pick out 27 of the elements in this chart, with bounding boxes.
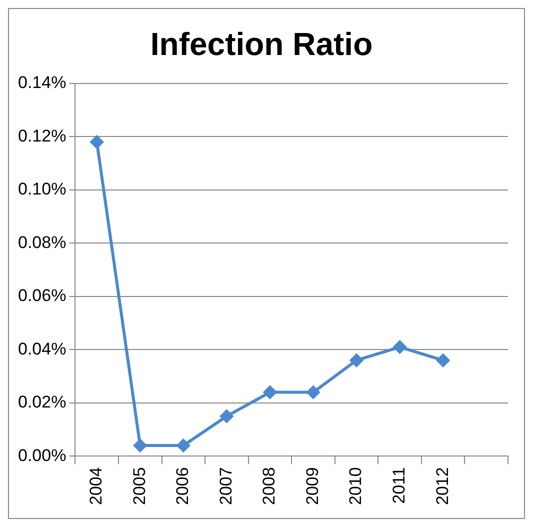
point — [393, 340, 406, 354]
y-tick-label: 0.10% — [18, 180, 66, 199]
point — [306, 386, 320, 399]
point — [90, 135, 104, 148]
x-tick-label: 2009 — [302, 467, 322, 506]
x-tick-label: 2010 — [346, 467, 366, 506]
y-tick-label: 0.00% — [18, 446, 66, 465]
y-tick-label: 0.04% — [18, 339, 66, 358]
x-tick-label: 2012 — [432, 467, 452, 506]
y-tick-label: 0.14% — [18, 73, 66, 92]
x-tick-label: 2006 — [173, 467, 192, 506]
point — [350, 354, 364, 367]
point — [176, 439, 190, 452]
x-tick-label: 2007 — [216, 467, 236, 506]
chart-title: Infection Ratio — [150, 26, 373, 62]
x-tick-label: 2011 — [389, 467, 408, 504]
x-tick-label: 2008 — [260, 467, 279, 506]
y-tick-label: 0.02% — [18, 392, 66, 412]
point — [263, 386, 276, 399]
point — [436, 354, 450, 367]
point — [220, 410, 234, 423]
x-tick-label: 2004 — [86, 467, 106, 506]
point — [134, 439, 147, 452]
x-tick-label: 2005 — [130, 467, 149, 506]
y-tick-label: 0.08% — [18, 232, 66, 252]
y-tick-label: 0.12% — [18, 126, 66, 146]
y-tick-label: 0.06% — [18, 286, 66, 306]
